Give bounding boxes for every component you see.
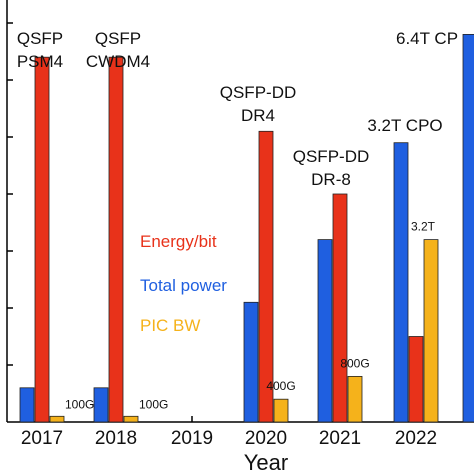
- bar-label: 800G: [340, 356, 369, 370]
- bar-energy-bit-2018: [108, 56, 124, 423]
- x-tick-label: 2017: [21, 428, 63, 449]
- bar-label: 400G: [266, 379, 295, 393]
- bar-energy-bit-2022: [408, 336, 424, 423]
- bar-pic-bw-2017: [49, 415, 65, 423]
- legend-pic-bw: PIC BW: [140, 316, 200, 335]
- x-tick-label: 2019: [171, 428, 213, 449]
- legend-energy-bit: Energy/bit: [140, 232, 217, 251]
- annotation-label: QSFP: [17, 29, 63, 48]
- legend-total-power: Total power: [140, 276, 227, 295]
- annotation-label: QSFP: [95, 29, 141, 48]
- annotations: QSFP PSM4 QSFP CWDM4 QSFP-DD DR4 QSFP-DD DR-8 3.…: [17, 29, 458, 189]
- bar-total-power-2023: [462, 34, 474, 423]
- annotation-label: DR4: [241, 106, 275, 125]
- annotation-label: 6.4T CP: [396, 29, 458, 48]
- bar-total-power-2018: [93, 387, 109, 423]
- bar-pic-bw-2020: [273, 398, 289, 423]
- annotation-label: DR-8: [311, 170, 351, 189]
- annotation-label: CWDM4: [86, 52, 150, 71]
- annotation-label: PSM4: [17, 52, 63, 71]
- bar-energy-bit-2020: [258, 130, 274, 423]
- bar-pic-bw-2022: [423, 239, 439, 423]
- x-axis-title: Year: [244, 450, 288, 474]
- bar-total-power-2021: [317, 239, 333, 423]
- x-tick-label: 2020: [245, 428, 287, 449]
- bars: [19, 34, 474, 423]
- annotation-label: QSFP-DD: [220, 83, 297, 102]
- x-tick-label: 2022: [395, 428, 437, 449]
- y-ticks: [7, 22, 13, 366]
- legend: Energy/bit Total power PIC BW: [140, 232, 227, 335]
- x-tick-label: 2018: [95, 428, 137, 449]
- annotation-label: 3.2T CPO: [367, 116, 442, 135]
- bar-total-power-2017: [19, 387, 35, 423]
- bar-total-power-2020: [243, 301, 259, 423]
- bar-pic-bw-2021: [347, 375, 363, 423]
- bar-total-power-2022: [393, 142, 409, 423]
- annotation-label: QSFP-DD: [293, 147, 370, 166]
- bar-energy-bit-2021: [332, 193, 348, 423]
- bar-labels: 100G 100G 400G 800G 3.2T: [65, 220, 436, 412]
- bar-label: 3.2T: [411, 220, 436, 234]
- bar-label: 100G: [65, 397, 94, 411]
- x-tick-label: 2021: [319, 428, 361, 449]
- bar-energy-bit-2017: [34, 56, 50, 423]
- bar-pic-bw-2018: [123, 415, 139, 423]
- bar-label: 100G: [139, 397, 168, 411]
